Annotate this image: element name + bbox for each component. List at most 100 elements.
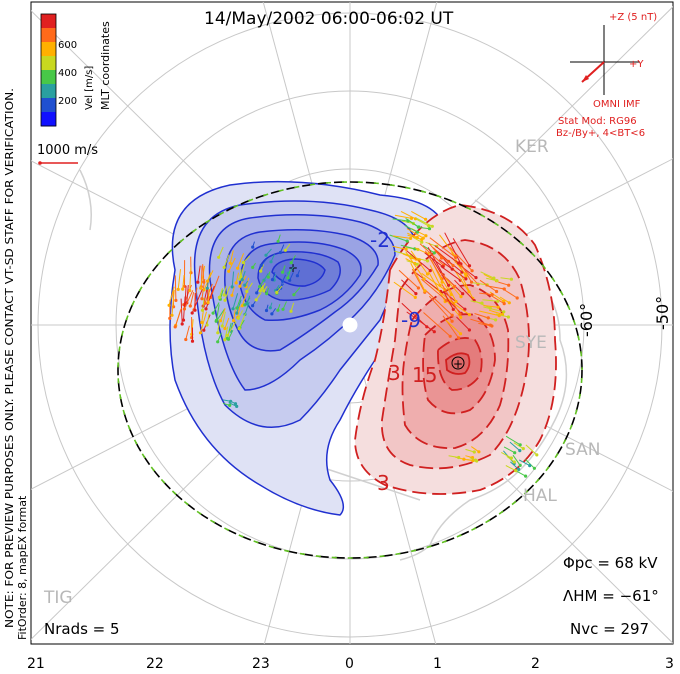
mlt-tick: 22 [146, 656, 164, 672]
vector-origin [458, 312, 462, 316]
vector-origin [223, 298, 227, 302]
vector-origin [416, 286, 420, 290]
mlt-tick: 0 [345, 656, 354, 672]
velocity-vector [217, 319, 220, 333]
vector-origin [188, 304, 192, 308]
velocity-vector [485, 285, 505, 290]
velocity-vector [416, 219, 430, 227]
vector-origin [225, 333, 230, 337]
vector-origin [270, 278, 275, 282]
velocity-vector [200, 311, 207, 333]
vector-origin [497, 314, 501, 318]
vector-origin [228, 403, 232, 407]
vector-origin [424, 234, 428, 238]
vector-origin [502, 302, 506, 306]
velocity-vector [401, 302, 428, 328]
coordinates-label: MLT coordinates [99, 21, 112, 110]
vector-origin [228, 261, 232, 265]
vector-origin [492, 276, 496, 280]
vector-origin [168, 316, 172, 320]
imf-y-label: +Y [629, 59, 644, 70]
vector-origin [205, 323, 209, 327]
map-title: 14/May/2002 06:00-06:02 UT [204, 9, 454, 29]
vector-scale: 1000 m/s [37, 143, 98, 165]
colorbar-segment [41, 56, 56, 71]
colorbar-label: Vel [m/s] [84, 66, 95, 110]
velocity-vector [431, 257, 450, 286]
vector-origin [415, 235, 419, 240]
vector-origin [467, 264, 472, 268]
velocity-vector [414, 247, 429, 255]
vector-origin [268, 306, 272, 310]
vector-origin [450, 319, 454, 323]
mlt-tick: 21 [27, 656, 45, 672]
velocity-vector [392, 245, 407, 250]
velocity-vector [168, 286, 175, 306]
velocity-vector [510, 461, 520, 470]
vector-origin [251, 245, 255, 249]
vector-origin [227, 269, 231, 273]
velocity-vector [459, 272, 474, 299]
vector-origin [409, 236, 413, 240]
velocity-vector [392, 235, 411, 239]
velocity-vector [410, 250, 428, 275]
vector-origin [459, 315, 463, 319]
vector-origin [204, 307, 208, 311]
velocity-vector [393, 281, 416, 298]
velocity-vector [197, 265, 201, 283]
vector-origin [235, 404, 239, 408]
vector-count: Nvc = 297 [570, 620, 649, 638]
vector-origin [507, 283, 511, 287]
vector-origin [196, 280, 200, 284]
station-ker: KER [515, 137, 549, 157]
vector-origin [507, 301, 511, 305]
velocity-vector [442, 315, 459, 339]
vector-origin [464, 272, 468, 276]
imf-dial: +Z (5 nT) +Y OMNI IMF Stat Mod: RG96 Bz-… [556, 12, 657, 139]
vector-origin [404, 247, 408, 251]
vector-origin [288, 278, 292, 282]
vector-origin [486, 316, 490, 320]
vector-origin [238, 284, 242, 288]
vector-origin [216, 340, 220, 344]
velocity-vector [423, 312, 451, 337]
velocity-vector [203, 314, 211, 331]
vector-origin [470, 269, 474, 273]
vector-origin [234, 281, 238, 285]
velocity-vector [434, 250, 454, 266]
vector-origin [495, 279, 499, 283]
velocity-vector [406, 311, 435, 333]
vector-origin [295, 274, 299, 278]
vector-origin [233, 402, 238, 406]
vector-origin [425, 325, 429, 329]
vector-origin [174, 298, 178, 302]
vector-origin [199, 286, 203, 290]
vector-origin [469, 280, 474, 284]
velocity-vector [428, 295, 453, 322]
velocity-vector [182, 274, 185, 290]
vector-origin [495, 289, 499, 294]
vector-origin [490, 293, 494, 297]
vector-origin [454, 255, 458, 259]
velocity-vector [202, 264, 205, 283]
velocity-vector [224, 286, 231, 301]
vector-origin [509, 456, 513, 460]
colorbar-tick: 200 [58, 96, 77, 107]
vector-origin [270, 312, 274, 316]
vector-origin [198, 331, 203, 335]
latitude-label: -50° [653, 296, 672, 330]
hm-latitude: ΛHM = −61° [563, 587, 659, 605]
vector-origin [518, 449, 522, 453]
colorbar-segment [41, 70, 56, 85]
velocity-vector [220, 308, 226, 321]
vector-origin [202, 328, 206, 332]
vector-origin [513, 451, 517, 455]
velocity-vector [400, 210, 416, 220]
velocity-vector [238, 313, 246, 329]
vector-origin [190, 339, 195, 343]
vector-origin [456, 261, 461, 265]
imf-z-label: +Z (5 nT) [609, 12, 657, 23]
vector-origin [428, 269, 432, 273]
vector-origin [281, 270, 285, 274]
velocity-vector [407, 234, 422, 240]
